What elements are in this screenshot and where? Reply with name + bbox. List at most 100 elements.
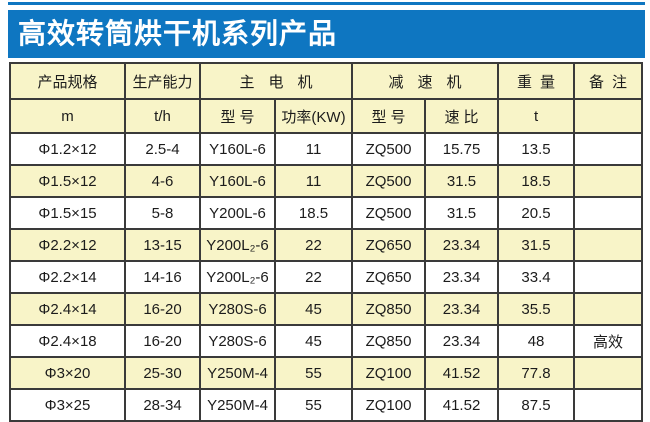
cell-spec: Φ2.4×18	[9, 324, 126, 358]
cell-capacity: 16-20	[124, 292, 201, 326]
cell-remark	[573, 228, 644, 262]
cell-reducer-model: ZQ500	[351, 196, 427, 230]
cell-motor-model: Y160L-6	[199, 132, 276, 166]
header-main-motor: 主电机	[198, 62, 354, 100]
cell-motor-power: 11	[273, 132, 354, 166]
cell-motor-power: 45	[273, 324, 354, 358]
cell-reducer-ratio: 23.34	[424, 228, 500, 262]
cell-weight: 87.5	[497, 388, 576, 422]
table-row: Φ2.4×18 16-20 Y280S-6 45 ZQ850 23.34 48 高效	[9, 324, 644, 358]
cell-weight: 20.5	[497, 196, 576, 230]
cell-weight: 18.5	[497, 164, 576, 198]
cell-reducer-model: ZQ650	[351, 260, 427, 294]
page-title: 高效转筒烘干机系列产品	[18, 18, 338, 49]
table-row: Φ3×20 25-30 Y250M-4 55 ZQ100 41.52 77.8	[9, 356, 644, 390]
cell-reducer-ratio: 23.34	[424, 324, 500, 358]
cell-remark	[573, 356, 644, 390]
cell-capacity: 14-16	[124, 260, 201, 294]
cell-capacity: 25-30	[124, 356, 201, 390]
table-row: Φ2.4×14 16-20 Y280S-6 45 ZQ850 23.34 35.5	[9, 292, 644, 326]
cell-weight: 77.8	[497, 356, 576, 390]
cell-capacity: 4-6	[124, 164, 201, 198]
cell-motor-model: Y200L-6	[199, 196, 276, 230]
cell-motor-model: Y250M-4	[199, 388, 276, 422]
cell-capacity: 28-34	[124, 388, 201, 422]
cell-spec: Φ2.2×12	[9, 228, 126, 262]
cell-reducer-ratio: 15.75	[424, 132, 500, 166]
cell-remark	[573, 292, 644, 326]
cell-weight: 48	[497, 324, 576, 358]
header-group-row: 产品规格 生产能力 主电机 减速机 重量 备注	[9, 62, 644, 100]
cell-remark	[573, 196, 644, 230]
cell-reducer-ratio: 41.52	[424, 356, 500, 390]
header-capacity: 生产能力	[124, 62, 201, 100]
cell-capacity: 5-8	[124, 196, 201, 230]
cell-motor-model: Y250M-4	[199, 356, 276, 390]
cell-reducer-model: ZQ850	[351, 324, 427, 358]
cell-spec: Φ3×25	[9, 388, 126, 422]
cell-reducer-model: ZQ850	[351, 292, 427, 326]
cell-spec: Φ2.2×14	[9, 260, 126, 294]
table-row: Φ3×25 28-34 Y250M-4 55 ZQ100 41.52 87.5	[9, 388, 644, 422]
subheader-motor-power: 功率(KW)	[273, 98, 354, 134]
unit-t-per-h: t/h	[124, 98, 201, 134]
cell-motor-power: 11	[273, 164, 354, 198]
cell-motor-power: 18.5	[273, 196, 354, 230]
cell-remark	[573, 388, 644, 422]
cell-motor-model: Y160L-6	[199, 164, 276, 198]
cell-spec: Φ2.4×14	[9, 292, 126, 326]
subheader-reducer-model: 型号	[351, 98, 427, 134]
cell-reducer-model: ZQ500	[351, 164, 427, 198]
unit-t: t	[497, 98, 576, 134]
header-weight: 重量	[497, 62, 576, 100]
table-row: Φ1.2×12 2.5-4 Y160L-6 11 ZQ500 15.75 13.5	[9, 132, 644, 166]
cell-motor-power: 55	[273, 356, 354, 390]
cell-spec: Φ1.5×15	[9, 196, 126, 230]
cell-motor-model: Y280S-6	[199, 324, 276, 358]
subheader-reducer-ratio: 速比	[424, 98, 500, 134]
spec-table: 产品规格 生产能力 主电机 减速机 重量 备注 m t/h 型号 功率(KW) …	[9, 62, 644, 422]
cell-motor-power: 22	[273, 228, 354, 262]
header-product-spec: 产品规格	[9, 62, 126, 100]
cell-reducer-ratio: 31.5	[424, 196, 500, 230]
cell-remark	[573, 260, 644, 294]
cell-capacity: 2.5-4	[124, 132, 201, 166]
cell-remark	[573, 164, 644, 198]
cell-reducer-ratio: 23.34	[424, 292, 500, 326]
header-remarks: 备注	[573, 62, 644, 100]
cell-motor-model: Y200L₂-6	[199, 260, 276, 294]
cell-spec: Φ1.5×12	[9, 164, 126, 198]
cell-motor-power: 45	[273, 292, 354, 326]
table-row: Φ1.5×12 4-6 Y160L-6 11 ZQ500 31.5 18.5	[9, 164, 644, 198]
cell-capacity: 16-20	[124, 324, 201, 358]
cell-reducer-ratio: 41.52	[424, 388, 500, 422]
cell-weight: 13.5	[497, 132, 576, 166]
cell-motor-power: 22	[273, 260, 354, 294]
header-reducer: 减速机	[351, 62, 500, 100]
subheader-motor-model: 型号	[199, 98, 276, 134]
cell-reducer-model: ZQ100	[351, 388, 427, 422]
cell-remark: 高效	[573, 324, 644, 358]
cell-reducer-ratio: 31.5	[424, 164, 500, 198]
cell-weight: 31.5	[497, 228, 576, 262]
cell-capacity: 13-15	[124, 228, 201, 262]
cell-weight: 35.5	[497, 292, 576, 326]
table-row: Φ2.2×14 14-16 Y200L₂-6 22 ZQ650 23.34 33.4	[9, 260, 644, 294]
cell-weight: 33.4	[497, 260, 576, 294]
title-banner: 高效转筒烘干机系列产品	[8, 10, 645, 58]
cell-reducer-model: ZQ650	[351, 228, 427, 262]
subheader-remarks-empty	[573, 98, 644, 134]
cell-spec: Φ1.2×12	[9, 132, 126, 166]
cell-reducer-ratio: 23.34	[424, 260, 500, 294]
cell-reducer-model: ZQ100	[351, 356, 427, 390]
unit-m: m	[9, 98, 126, 134]
table-row: Φ1.5×15 5-8 Y200L-6 18.5 ZQ500 31.5 20.5	[9, 196, 644, 230]
table-body: Φ1.2×12 2.5-4 Y160L-6 11 ZQ500 15.75 13.5 Φ1.5×…	[9, 132, 644, 422]
cell-reducer-model: ZQ500	[351, 132, 427, 166]
top-blue-rule	[8, 2, 645, 5]
header-unit-row: m t/h 型号 功率(KW) 型号 速比 t	[9, 98, 644, 134]
cell-motor-power: 55	[273, 388, 354, 422]
cell-spec: Φ3×20	[9, 356, 126, 390]
cell-remark	[573, 132, 644, 166]
